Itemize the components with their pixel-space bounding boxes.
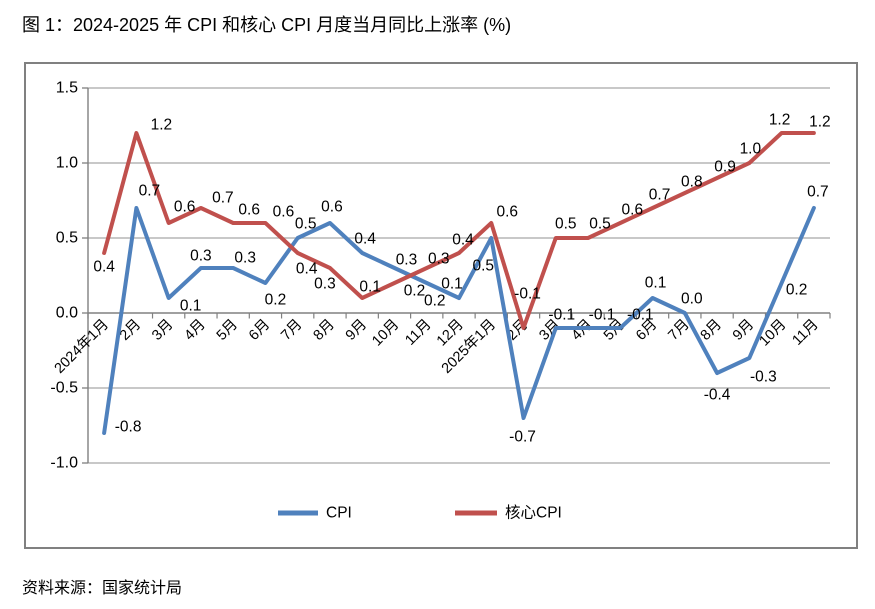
chart-frame-border (24, 62, 858, 549)
data-label: -0.1 (514, 286, 541, 303)
data-label: 0.6 (238, 202, 260, 219)
data-label: -0.1 (627, 307, 654, 324)
data-label: 1.2 (809, 114, 831, 131)
y-tick-label: 1.5 (56, 80, 78, 97)
legend-label: CPI (326, 505, 352, 522)
data-label: 0.7 (807, 184, 829, 201)
x-tick-label: 5月 (214, 317, 241, 344)
data-label: 1.2 (151, 117, 173, 134)
data-label: -0.7 (509, 429, 536, 446)
y-tick-label: -1.0 (50, 455, 78, 472)
data-label: 0.2 (404, 283, 426, 300)
data-label: 0.7 (139, 183, 161, 200)
data-label: 0.6 (622, 202, 644, 219)
y-tick-label: 0.0 (56, 305, 78, 322)
data-label: 0.5 (472, 258, 494, 275)
legend-item-cpi: CPI (278, 505, 352, 522)
data-label: 0.4 (93, 259, 115, 276)
data-label: 0.7 (212, 190, 234, 207)
legend-label: 核心CPI (505, 504, 562, 522)
core-cpi-line (102, 131, 816, 330)
data-label-layer: -0.80.70.10.3 0.30.20.50.60.40.30.20.10.5… (93, 112, 830, 446)
x-tick-label: 9月 (730, 317, 757, 344)
x-tick-label: 10月 (369, 317, 402, 350)
data-label: 0.6 (174, 199, 196, 216)
data-label: 0.1 (441, 276, 463, 293)
data-label: 0.9 (714, 159, 736, 176)
data-label: -0.8 (115, 419, 142, 436)
x-tick-label: 6月 (246, 317, 273, 344)
data-label: -0.1 (548, 307, 575, 324)
data-label: 0.0 (681, 291, 703, 308)
legend-item-core-cpi: 核心CPI (455, 504, 562, 522)
data-label: 0.3 (190, 248, 212, 265)
data-label: 0.3 (314, 276, 336, 293)
data-label: 1.2 (769, 112, 791, 129)
data-label: 0.5 (555, 216, 577, 233)
x-tick-label: 9月 (343, 317, 370, 344)
data-label: 0.7 (649, 187, 671, 204)
data-label: 0.6 (321, 199, 343, 216)
data-label: 0.1 (180, 298, 202, 315)
x-tick-label: 2024年1月 (51, 316, 112, 377)
data-label: 0.6 (273, 204, 295, 221)
figure-caption: 图 1：2024-2025 年 CPI 和核心 CPI 月度当月同比上涨率 (%… (22, 15, 512, 35)
data-label: 0.5 (295, 216, 317, 233)
data-label: 0.3 (396, 252, 418, 269)
x-tick-label: 7月 (278, 317, 305, 344)
data-label: 0.1 (645, 275, 667, 292)
y-tick-label: 1.0 (56, 155, 78, 172)
x-tick-label: 11月 (789, 317, 821, 349)
x-tick-label: 4月 (181, 317, 208, 344)
series-layer (102, 131, 816, 435)
data-label: -0.4 (704, 387, 731, 404)
data-label: -0.3 (750, 369, 777, 386)
data-label: 0.4 (354, 231, 376, 248)
data-label: -0.1 (589, 307, 616, 324)
cpi-line (102, 206, 816, 435)
data-label: 0.3 (234, 250, 256, 267)
y-tick-label: 0.5 (56, 230, 78, 247)
data-source-note: 资料来源：国家统计局 (22, 580, 183, 597)
x-tick-label: 8月 (698, 317, 725, 344)
data-label: 0.4 (452, 232, 474, 249)
data-label: 0.4 (296, 261, 318, 278)
data-label: 0.2 (786, 282, 808, 299)
data-label: 0.8 (681, 174, 703, 191)
data-label: 0.2 (424, 293, 446, 310)
chart-legend: CPI 核心CPI (278, 504, 562, 522)
x-tick-label: 3月 (149, 317, 176, 344)
x-tick-label: 11月 (402, 317, 434, 349)
data-label: 1.0 (740, 141, 762, 158)
data-label: 0.6 (496, 204, 518, 221)
data-label: 0.5 (589, 216, 611, 233)
data-label: 0.1 (359, 279, 381, 296)
data-label: 0.2 (265, 292, 287, 309)
y-tick-label: -0.5 (50, 380, 78, 397)
x-tick-label: 8月 (311, 317, 338, 344)
data-label: 0.3 (428, 251, 450, 268)
